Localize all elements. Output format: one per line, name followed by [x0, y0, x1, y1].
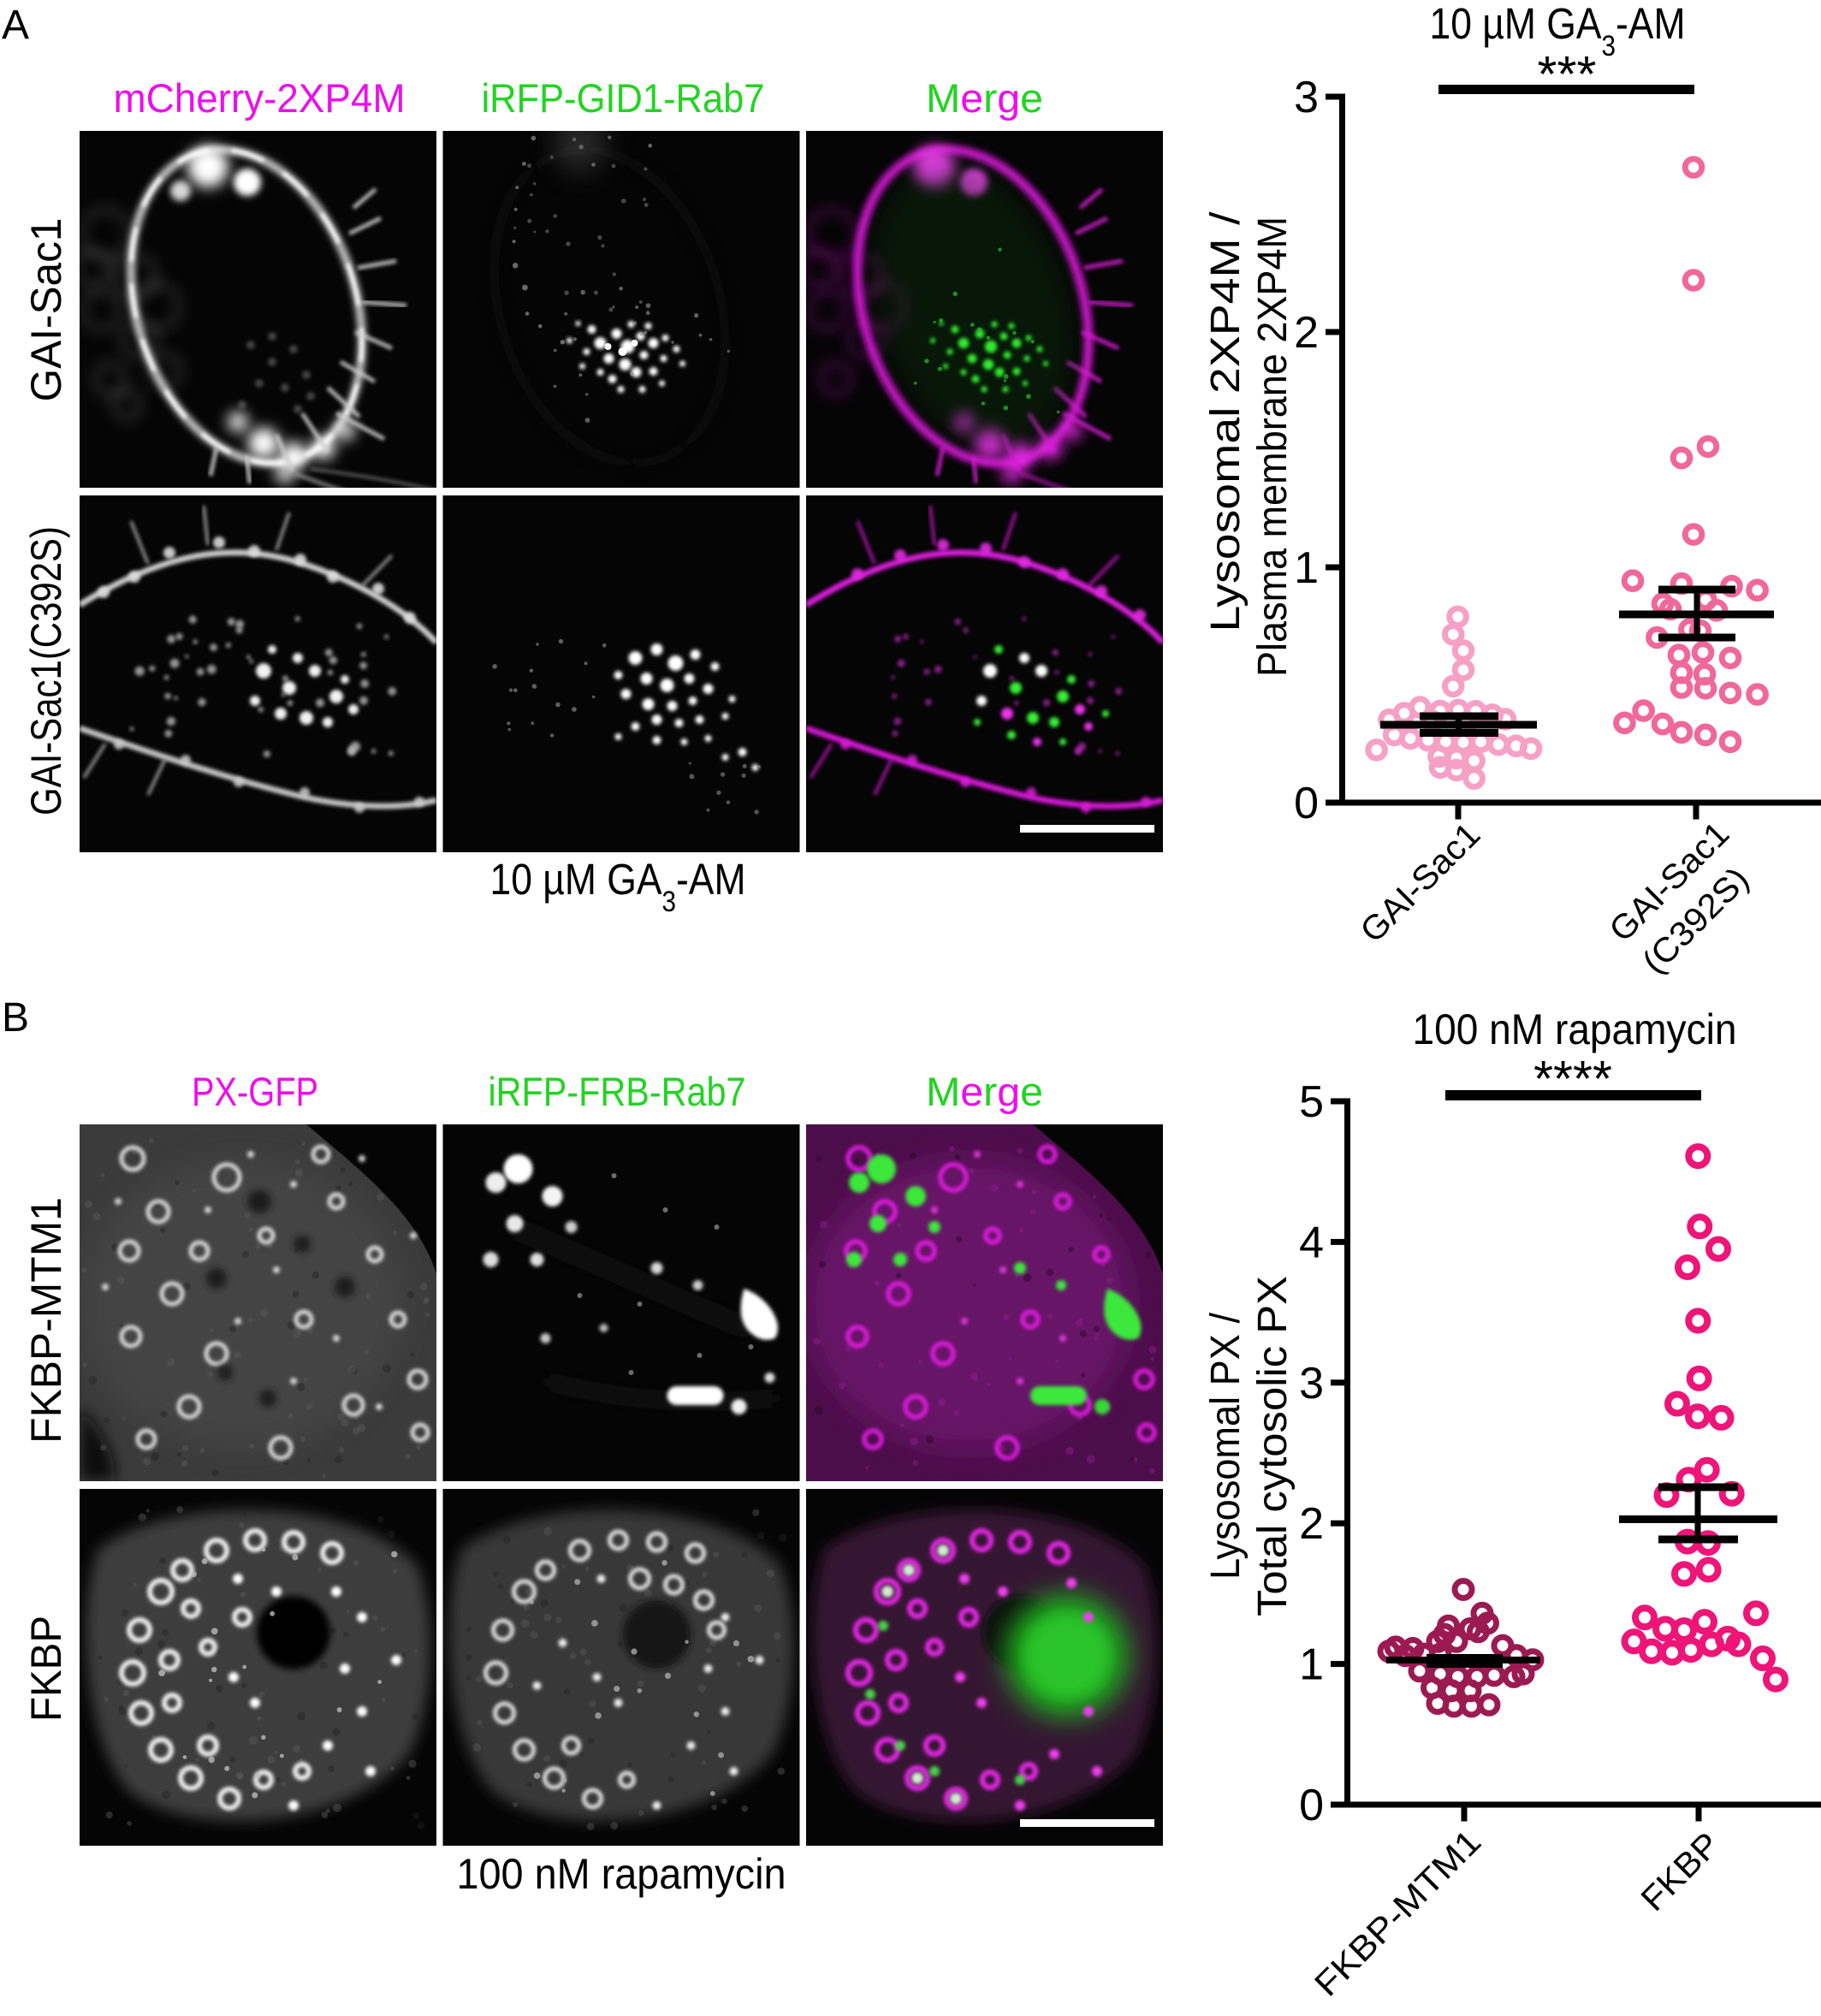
svg-text:Total cytosolic PX: Total cytosolic PX [1250, 1276, 1296, 1616]
svg-text:mCherry-2XP4M: mCherry-2XP4M [114, 75, 406, 121]
svg-text:Lysosomal 2XP4M /: Lysosomal 2XP4M / [1203, 211, 1249, 632]
svg-text:GAI-Sac1(C392S): GAI-Sac1(C392S) [22, 526, 70, 815]
svg-text:iRFP-FRB-Rab7: iRFP-FRB-Rab7 [489, 1069, 746, 1114]
svg-text:2: 2 [1299, 1499, 1324, 1549]
svg-text:0: 0 [1294, 779, 1319, 828]
svg-text:Merge: Merge [926, 75, 1043, 121]
svg-text:Lysosomal PX /: Lysosomal PX / [1203, 1312, 1249, 1580]
svg-text:GAI-Sac1: GAI-Sac1 [22, 218, 70, 402]
svg-text:2: 2 [1294, 308, 1319, 358]
svg-text:Merge: Merge [926, 1069, 1043, 1114]
svg-text:B: B [2, 995, 29, 1041]
svg-text:Plasma membrane 2XP4M: Plasma membrane 2XP4M [1250, 216, 1296, 677]
svg-text:1: 1 [1294, 543, 1319, 593]
svg-text:100 nM rapamycin: 100 nM rapamycin [1413, 1005, 1737, 1053]
svg-text:PX-GFP: PX-GFP [192, 1069, 318, 1114]
svg-text:5: 5 [1299, 1077, 1324, 1127]
svg-text:100 nM rapamycin: 100 nM rapamycin [457, 1850, 786, 1898]
svg-text:FKBP-MTM1: FKBP-MTM1 [22, 1197, 70, 1444]
svg-text:A: A [2, 3, 29, 48]
svg-text:1: 1 [1299, 1640, 1324, 1690]
svg-text:FKBP: FKBP [22, 1616, 70, 1722]
svg-text:4: 4 [1299, 1218, 1324, 1267]
svg-text:3: 3 [1294, 73, 1319, 122]
svg-text:0: 0 [1299, 1781, 1324, 1830]
svg-text:3: 3 [1299, 1359, 1324, 1408]
svg-text:***: *** [1538, 46, 1597, 103]
svg-text:iRFP-GID1-Rab7: iRFP-GID1-Rab7 [482, 75, 765, 121]
